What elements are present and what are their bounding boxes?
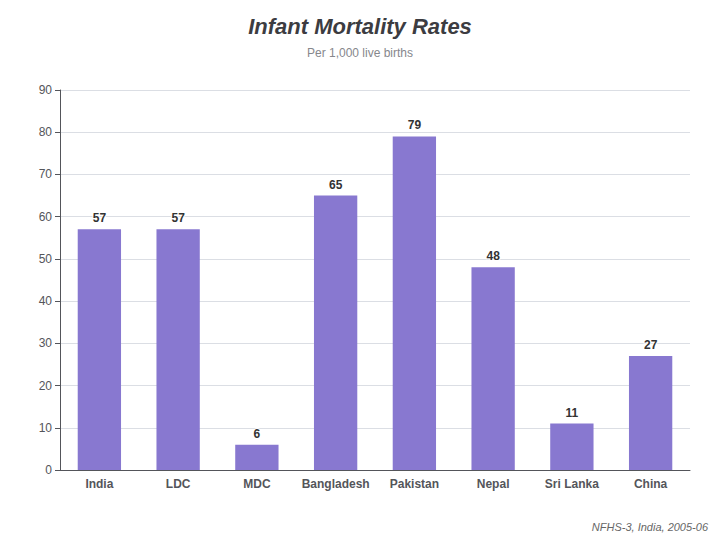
svg-text:Nepal: Nepal (477, 477, 510, 491)
svg-text:Bangladesh: Bangladesh (302, 477, 370, 491)
svg-text:6: 6 (254, 427, 261, 441)
svg-text:57: 57 (93, 211, 107, 225)
svg-text:27: 27 (644, 338, 658, 352)
svg-text:70: 70 (39, 167, 53, 181)
svg-text:Infant Mortality Rates: Infant Mortality Rates (248, 14, 472, 39)
svg-text:30: 30 (39, 336, 53, 350)
svg-text:20: 20 (39, 379, 53, 393)
svg-text:Sri Lanka: Sri Lanka (545, 477, 599, 491)
svg-text:48: 48 (486, 249, 500, 263)
svg-text:LDC: LDC (166, 477, 191, 491)
svg-text:10: 10 (39, 421, 53, 435)
svg-text:0: 0 (45, 463, 52, 477)
svg-text:China: China (634, 477, 668, 491)
svg-text:60: 60 (39, 210, 53, 224)
svg-text:NFHS-3, India, 2005-06: NFHS-3, India, 2005-06 (592, 521, 709, 533)
svg-text:Per 1,000 live births: Per 1,000 live births (307, 46, 413, 60)
svg-text:79: 79 (408, 118, 422, 132)
svg-text:11: 11 (566, 406, 579, 420)
svg-text:India: India (85, 477, 113, 491)
svg-text:90: 90 (39, 83, 53, 97)
svg-text:80: 80 (39, 125, 53, 139)
svg-text:Pakistan: Pakistan (390, 477, 439, 491)
svg-text:50: 50 (39, 252, 53, 266)
svg-text:40: 40 (39, 294, 53, 308)
svg-text:MDC: MDC (243, 477, 271, 491)
svg-text:57: 57 (171, 211, 185, 225)
svg-text:65: 65 (329, 178, 343, 192)
